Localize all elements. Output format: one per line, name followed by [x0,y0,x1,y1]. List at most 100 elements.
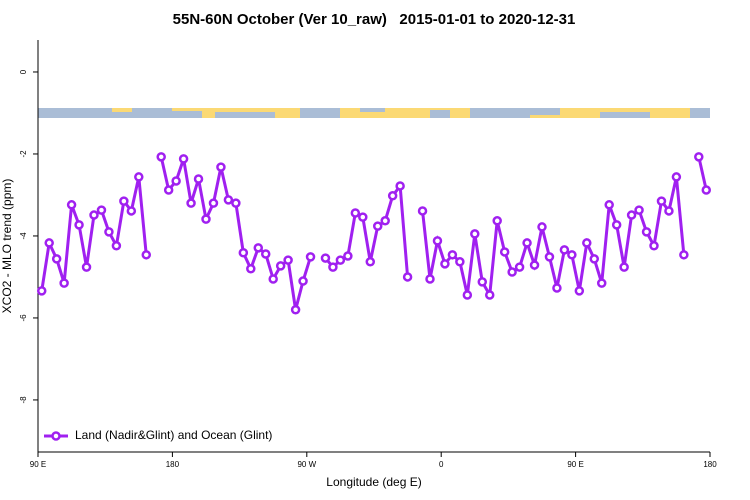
x-tick-label: 90 E [30,460,46,469]
point [619,262,629,272]
point [163,185,174,195]
point [604,200,614,210]
point [664,206,674,216]
y-tick-label: -8 [19,396,28,404]
point [380,216,390,226]
point [134,172,144,182]
point [447,250,458,260]
x-tick-label: 90 E [567,460,583,469]
point [552,283,562,293]
point [238,248,249,258]
point [111,241,122,251]
point [537,222,547,232]
y-tick-label: -6 [19,314,28,322]
point [656,196,667,206]
point [126,206,137,216]
point [223,195,234,205]
point [596,278,607,288]
point [358,212,368,222]
point [335,255,346,265]
point [372,221,383,231]
point [559,245,570,255]
point [343,251,353,261]
point [275,261,286,271]
point [96,205,107,215]
point [440,259,450,269]
point [529,260,540,270]
legend-label: Land (Nadir&Glint) and Ocean (Glint) [75,428,272,442]
point [694,152,704,162]
point [417,206,428,216]
chart-title: 55N-60N October (Ver 10_raw) 2015-01-01 … [173,11,576,28]
point [290,304,301,315]
point [253,243,264,253]
point [462,290,473,300]
ocean-shapes [38,108,710,118]
point [477,277,488,287]
point [59,278,69,288]
point [193,174,204,184]
point [544,252,555,262]
point [626,210,637,220]
point [298,276,308,286]
point [305,252,316,262]
point [44,238,54,248]
point [671,172,682,182]
legend-marker [51,431,61,441]
x-axis-label: Longitude (deg E) [326,475,421,489]
point [328,262,338,272]
point [74,220,84,230]
point [51,254,62,264]
point [260,249,271,259]
point [492,216,502,226]
point [507,267,517,277]
point [119,196,129,206]
point [432,236,443,246]
point [701,185,712,195]
point [484,290,495,300]
x-tick-label: 180 [166,460,180,469]
point [320,253,331,263]
point [387,191,398,201]
point [395,181,405,191]
point [171,176,181,186]
point [574,286,585,296]
point [66,200,77,210]
point [283,255,293,265]
map-band [38,108,710,118]
point [499,247,510,257]
land-strip [38,108,710,118]
point [634,205,644,215]
point [141,250,152,260]
point [402,272,413,282]
x-tick-label: 180 [703,460,717,469]
point [208,198,219,208]
point [470,229,480,239]
point [89,210,99,220]
y-tick-label: -2 [19,150,28,158]
point [589,254,600,264]
point [582,238,592,248]
point [611,220,622,230]
point [186,198,196,208]
point [365,257,376,267]
y-tick-label: 0 [19,69,28,74]
x-tick-label: 0 [439,460,444,469]
point [201,214,211,224]
point [231,198,241,208]
point [514,262,525,272]
point [350,208,361,218]
point [455,257,465,267]
point [156,152,166,162]
x-tick-label: 90 W [297,460,316,469]
point [268,274,278,284]
point [567,250,577,260]
point [178,154,189,164]
point [641,227,652,237]
point [649,241,659,251]
point [522,238,532,248]
point [679,250,689,260]
point [216,162,226,172]
